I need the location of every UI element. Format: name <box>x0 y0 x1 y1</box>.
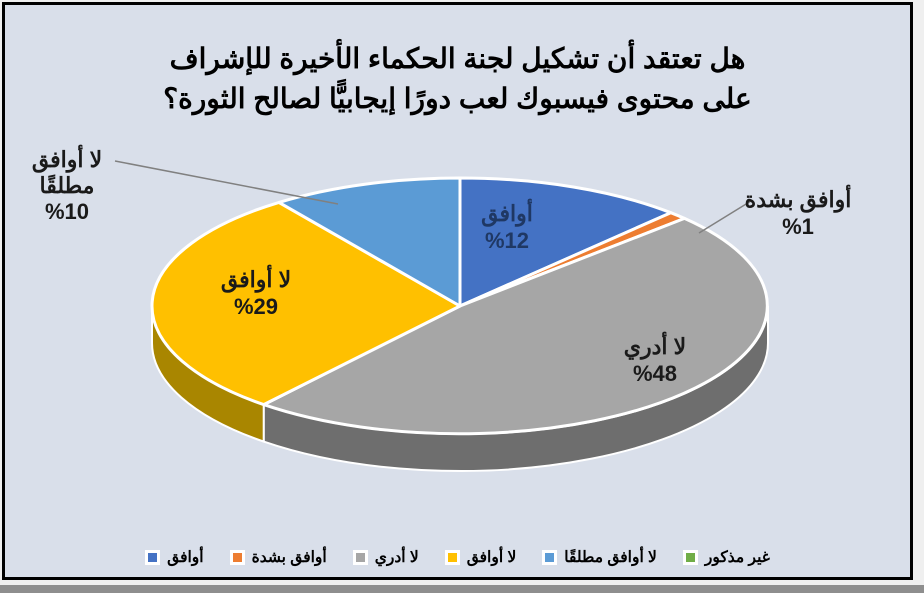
legend-label-strongly-agree: أوافق بشدة <box>251 549 327 566</box>
legend-item-absolutely-disagree[interactable]: لا أوافق مطلقًا <box>542 548 657 567</box>
legend-item-disagree[interactable]: لا أوافق <box>444 548 517 567</box>
chart-canvas[interactable]: هل تعتقد أن تشكيل لجنة الحكماء الأخيرة ل… <box>2 2 913 580</box>
chart-title-line1: هل تعتقد أن تشكيل لجنة الحكماء الأخيرة ل… <box>169 43 746 74</box>
legend-swatch-strongly-agree <box>229 550 245 565</box>
legend-label-absolutely-disagree: لا أوافق مطلقًا <box>564 549 657 566</box>
chart-title: هل تعتقد أن تشكيل لجنة الحكماء الأخيرة ل… <box>5 39 910 119</box>
legend-label-agree: أوافق <box>167 549 204 566</box>
legend-item-strongly-agree[interactable]: أوافق بشدة <box>229 548 327 567</box>
legend-item-not-mentioned[interactable]: غير مذكور <box>682 548 770 567</box>
image-bottom-border <box>0 585 924 593</box>
legend: أوافق أوافق بشدة لا أدري لا أوافق لا أوا… <box>5 548 910 567</box>
legend-swatch-absolutely-disagree <box>542 550 558 565</box>
legend-swatch-dont-know <box>352 550 368 565</box>
legend-label-dont-know: لا أدري <box>374 549 419 566</box>
chart-title-line2: على محتوى فيسبوك لعب دورًا إيجابيًّا لصا… <box>163 83 752 114</box>
legend-swatch-agree <box>145 550 161 565</box>
legend-label-not-mentioned: غير مذكور <box>704 549 770 566</box>
legend-item-agree[interactable]: أوافق <box>145 548 204 567</box>
legend-item-dont-know[interactable]: لا أدري <box>352 548 419 567</box>
legend-swatch-not-mentioned <box>682 550 698 565</box>
legend-swatch-disagree <box>444 550 460 565</box>
legend-label-disagree: لا أوافق <box>466 549 517 566</box>
